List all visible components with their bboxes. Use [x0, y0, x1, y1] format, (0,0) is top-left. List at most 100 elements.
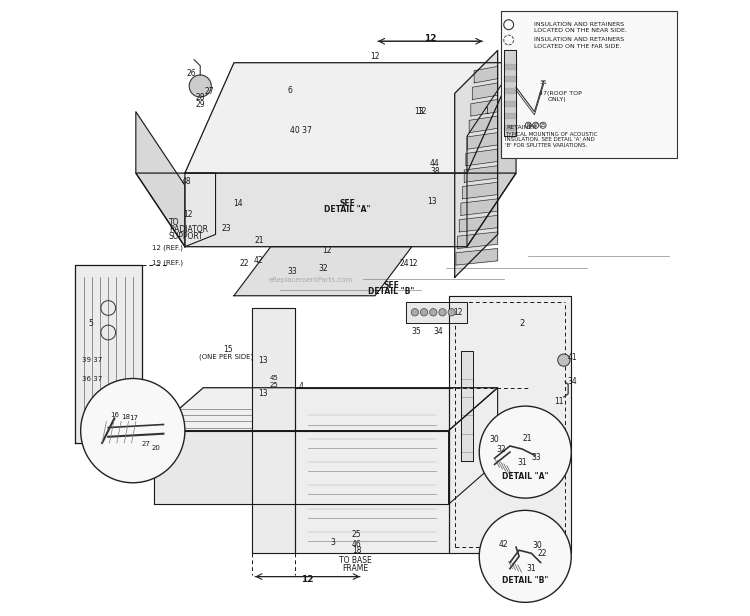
Text: 41: 41	[568, 352, 578, 362]
Polygon shape	[406, 302, 467, 323]
Text: 12 (REF.): 12 (REF.)	[152, 245, 183, 251]
Circle shape	[558, 354, 570, 367]
Circle shape	[479, 511, 572, 602]
Text: 12: 12	[408, 259, 418, 268]
Text: 'B' FOR SPLITTER VARIATIONS.: 'B' FOR SPLITTER VARIATIONS.	[505, 143, 587, 148]
Text: 22: 22	[239, 259, 248, 269]
Text: 37: 37	[532, 123, 538, 128]
Text: INSULATION AND RETAINERS: INSULATION AND RETAINERS	[535, 22, 625, 26]
Text: 27: 27	[205, 87, 214, 96]
Polygon shape	[154, 431, 448, 505]
Polygon shape	[463, 182, 498, 199]
Polygon shape	[464, 166, 498, 182]
Text: 12: 12	[370, 52, 380, 61]
Circle shape	[189, 75, 211, 97]
Text: 31: 31	[526, 564, 536, 573]
Text: DETAIL "A": DETAIL "A"	[502, 472, 548, 481]
Text: 12: 12	[518, 86, 527, 95]
Circle shape	[411, 309, 419, 316]
Text: 23: 23	[221, 224, 231, 233]
Text: 44: 44	[430, 160, 439, 168]
Polygon shape	[234, 246, 412, 296]
Text: 35: 35	[411, 327, 421, 336]
Text: 6: 6	[288, 86, 292, 95]
Polygon shape	[471, 100, 498, 116]
Text: RADIATOR: RADIATOR	[169, 225, 208, 234]
Polygon shape	[458, 232, 498, 248]
Text: 38: 38	[525, 123, 532, 128]
Polygon shape	[467, 132, 498, 149]
Text: 20: 20	[152, 445, 160, 451]
Text: 12: 12	[302, 575, 313, 584]
Polygon shape	[448, 387, 498, 505]
Text: INSULATION. SEE DETAIL 'A' AND: INSULATION. SEE DETAIL 'A' AND	[505, 137, 595, 142]
Text: 17: 17	[130, 415, 139, 421]
Text: SEE: SEE	[383, 281, 400, 290]
Polygon shape	[467, 63, 516, 246]
Text: RETAINER: RETAINER	[506, 124, 537, 129]
Text: 32: 32	[318, 264, 328, 273]
Circle shape	[81, 378, 185, 483]
Circle shape	[421, 309, 428, 316]
Text: 12: 12	[454, 308, 464, 317]
Text: LOCATED ON THE NEAR SIDE.: LOCATED ON THE NEAR SIDE.	[535, 28, 627, 33]
Text: 31: 31	[518, 458, 527, 467]
Text: TO BASE: TO BASE	[339, 556, 372, 565]
Text: 47(ROOF TOP: 47(ROOF TOP	[539, 91, 582, 96]
Text: 26: 26	[186, 69, 196, 78]
Polygon shape	[136, 173, 516, 246]
Polygon shape	[136, 111, 185, 246]
Text: SUPPORT: SUPPORT	[169, 232, 204, 241]
FancyBboxPatch shape	[501, 10, 677, 158]
Text: 16: 16	[110, 412, 119, 418]
Text: 30: 30	[532, 541, 542, 550]
Text: 43 25: 43 25	[498, 420, 522, 429]
Polygon shape	[454, 51, 498, 277]
Text: 34: 34	[433, 327, 443, 336]
Polygon shape	[474, 67, 498, 83]
Circle shape	[439, 309, 446, 316]
Polygon shape	[461, 199, 498, 216]
Text: 13: 13	[427, 197, 436, 206]
Text: ONLY): ONLY)	[548, 97, 566, 102]
Text: LOCATED ON THE FAR SIDE.: LOCATED ON THE FAR SIDE.	[535, 44, 622, 49]
Text: (ONE PER SIDE): (ONE PER SIDE)	[199, 354, 253, 360]
Text: 14: 14	[233, 199, 243, 208]
Polygon shape	[74, 265, 142, 443]
Text: 30: 30	[490, 436, 500, 444]
Text: 12: 12	[424, 34, 436, 43]
Text: 45
25: 45 25	[269, 375, 278, 388]
Text: 5: 5	[88, 319, 93, 328]
Text: 25: 25	[352, 530, 362, 540]
Text: 11: 11	[554, 397, 564, 407]
Text: 46: 46	[352, 540, 362, 549]
Text: 12: 12	[183, 210, 193, 219]
Text: 13: 13	[258, 389, 268, 398]
Text: 38: 38	[430, 167, 440, 176]
Text: eReplacementParts.com: eReplacementParts.com	[268, 277, 352, 283]
Polygon shape	[185, 173, 215, 246]
Text: DETAIL "A": DETAIL "A"	[324, 205, 370, 214]
Polygon shape	[460, 351, 473, 461]
Polygon shape	[448, 296, 572, 553]
Polygon shape	[466, 149, 498, 166]
Text: 18: 18	[121, 413, 130, 419]
Text: 39 37: 39 37	[82, 357, 102, 363]
Text: 21: 21	[522, 434, 532, 443]
Text: 33: 33	[287, 267, 297, 276]
Text: 21: 21	[254, 236, 264, 245]
Text: 18: 18	[352, 546, 362, 555]
Text: 40 37: 40 37	[290, 126, 312, 135]
Text: 19 (REF.): 19 (REF.)	[152, 259, 183, 266]
Polygon shape	[504, 51, 516, 136]
Text: 42: 42	[499, 540, 508, 549]
Text: 1: 1	[484, 107, 489, 116]
Text: 27: 27	[142, 441, 151, 447]
Text: 29: 29	[196, 100, 205, 109]
Text: 4: 4	[299, 382, 304, 391]
Text: 25: 25	[540, 123, 546, 128]
Text: 12: 12	[417, 107, 426, 116]
Text: 12: 12	[322, 246, 332, 256]
Text: 28: 28	[196, 93, 205, 102]
Text: 32: 32	[496, 445, 506, 453]
